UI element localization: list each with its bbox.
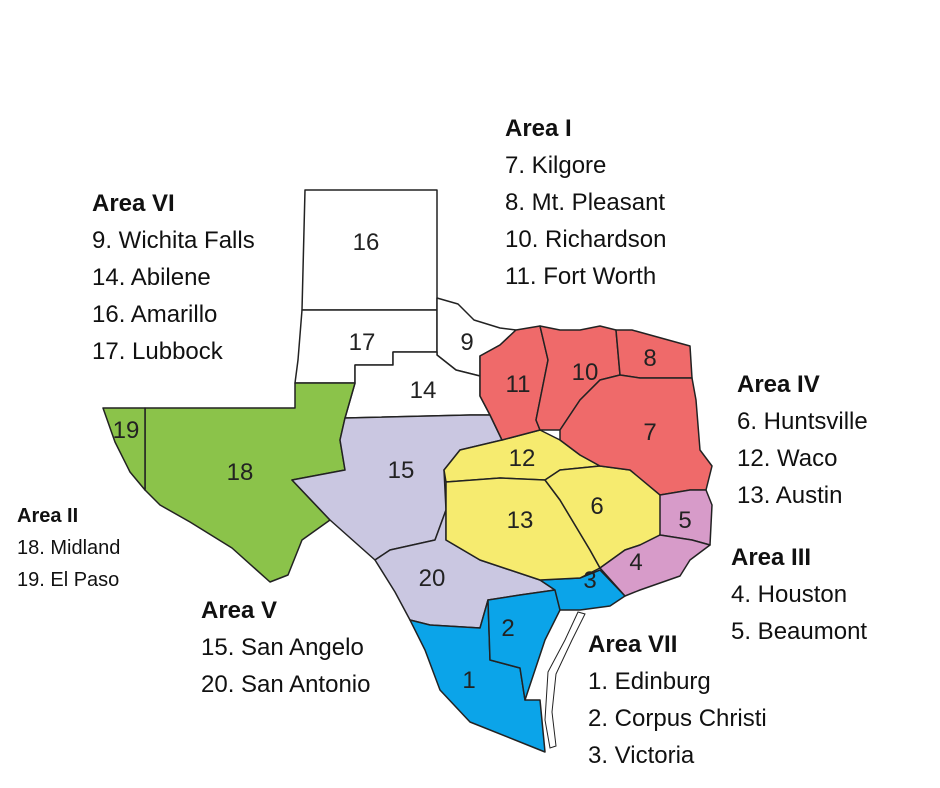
legend-item: 8. Mt. Pleasant (505, 189, 666, 216)
region-label-2: 2 (501, 615, 514, 642)
region-label-7: 7 (643, 419, 656, 446)
region-label-20: 20 (419, 565, 446, 592)
legend-item: 12. Waco (737, 445, 838, 472)
region-label-15: 15 (388, 457, 415, 484)
legend-item: 17. Lubbock (92, 338, 223, 365)
region-19[interactable] (102, 407, 146, 491)
legend-area-v: Area V 15. San Angelo 20. San Antonio (201, 592, 370, 703)
region-label-5: 5 (678, 507, 691, 534)
legend-area-iv: Area IV 6. Huntsville 12. Waco 13. Austi… (737, 366, 868, 514)
legend-title: Area I (505, 115, 572, 142)
legend-title: Area V (201, 597, 278, 624)
region-label-14: 14 (410, 377, 437, 404)
legend-title: Area IV (737, 371, 820, 398)
region-label-3: 3 (583, 567, 596, 594)
region-label-8: 8 (643, 345, 656, 372)
region-1[interactable] (409, 599, 546, 753)
legend-item: 7. Kilgore (505, 152, 607, 179)
legend-item: 15. San Angelo (201, 634, 364, 661)
legend-item: 19. El Paso (17, 569, 120, 591)
legend-title: Area VII (588, 631, 678, 658)
legend-item: 10. Richardson (505, 226, 667, 253)
legend-area-ii: Area II 18. Midland 19. El Paso (17, 500, 120, 596)
legend-item: 4. Houston (731, 581, 848, 608)
region-label-16: 16 (353, 229, 380, 256)
legend-item: 16. Amarillo (92, 301, 218, 328)
region-label-1: 1 (462, 667, 475, 694)
legend-item: 14. Abilene (92, 264, 211, 291)
region-label-4: 4 (629, 549, 642, 576)
legend-item: 9. Wichita Falls (92, 227, 255, 254)
legend-item: 3. Victoria (588, 742, 695, 769)
region-2[interactable] (487, 589, 561, 701)
region-label-18: 18 (227, 459, 254, 486)
region-4[interactable] (599, 534, 711, 597)
region-label-12: 12 (509, 445, 536, 472)
region-label-6: 6 (590, 493, 603, 520)
legend-area-vii: Area VII 1. Edinburg 2. Corpus Christi 3… (588, 626, 767, 774)
legend-title: Area VI (92, 190, 175, 217)
region-label-10: 10 (572, 359, 599, 386)
region-label-17: 17 (349, 329, 376, 356)
region-label-11: 11 (506, 371, 531, 398)
legend-area-vi: Area VI 9. Wichita Falls 14. Abilene 16.… (92, 185, 255, 370)
region-label-9: 9 (460, 329, 473, 356)
legend-title: Area III (731, 544, 812, 571)
legend-item: 2. Corpus Christi (588, 705, 767, 732)
legend-area-iii: Area III 4. Houston 5. Beaumont (731, 539, 867, 650)
legend-item: 5. Beaumont (731, 618, 868, 645)
legend-item: 13. Austin (737, 482, 843, 509)
coastline-island (544, 611, 586, 749)
legend-item: 11. Fort Worth (505, 263, 657, 290)
legend-item: 20. San Antonio (201, 671, 371, 698)
legend-item: 1. Edinburg (588, 668, 711, 695)
legend-title: Area II (17, 505, 79, 527)
legend-item: 18. Midland (17, 537, 121, 559)
region-label-13: 13 (507, 507, 534, 534)
legend-area-i: Area I 7. Kilgore 8. Mt. Pleasant 10. Ri… (505, 110, 666, 295)
legend-item: 6. Huntsville (737, 408, 868, 435)
region-label-19: 19 (113, 417, 140, 444)
